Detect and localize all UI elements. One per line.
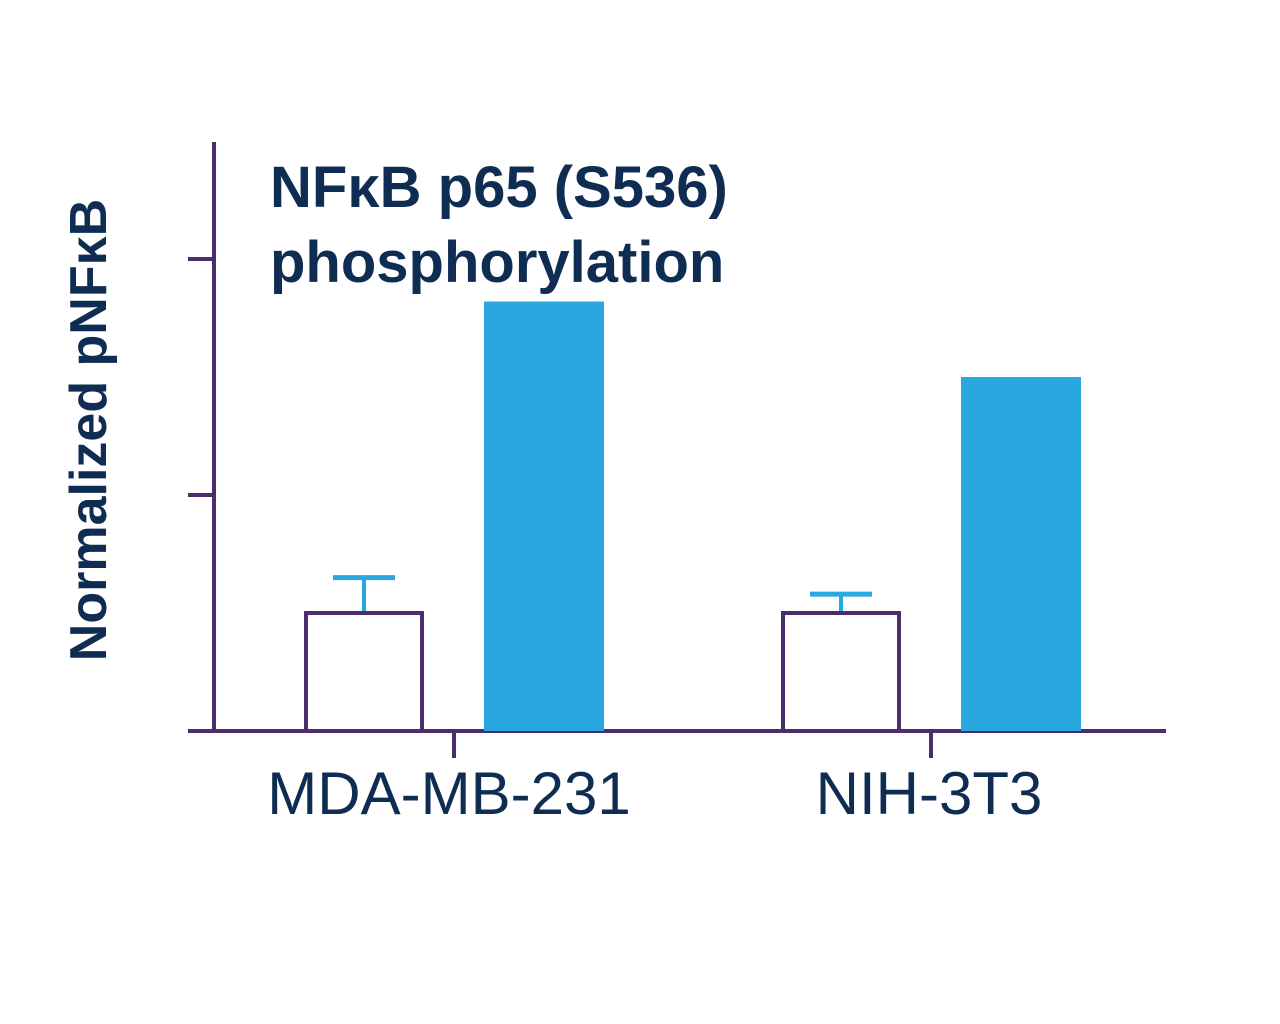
- y-axis-label: Normalized pNFκB: [60, 199, 118, 661]
- bar-series0-nih-3t3: [781, 611, 901, 733]
- x-tick-label-nih-3t3: NIH-3T3: [816, 760, 1043, 827]
- chart-title-line-1: NFκB p65 (S536): [270, 155, 728, 220]
- x-tick-label-mda-mb-231: MDA-MB-231: [267, 760, 630, 827]
- bar-series0-mda-mb-231: [304, 611, 424, 733]
- error-bars: [333, 575, 872, 611]
- chart-title-line-2: phosphorylation: [270, 230, 724, 295]
- bar-series1-mda-mb-231: [484, 301, 604, 731]
- bar-series1-nih-3t3: [961, 377, 1081, 731]
- bars: [304, 301, 1081, 733]
